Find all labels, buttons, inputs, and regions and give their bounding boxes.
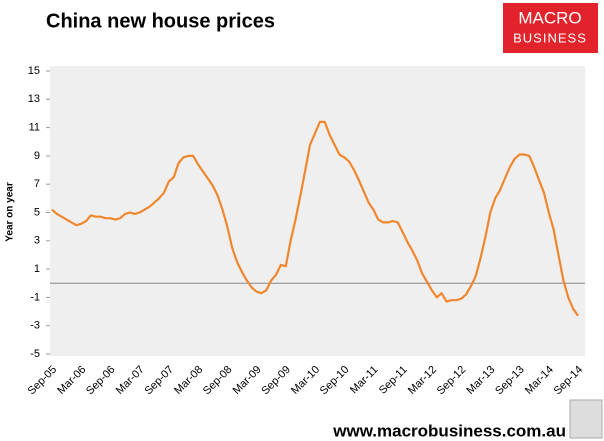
- logo-image: [569, 399, 603, 439]
- y-tick-label: 5: [34, 206, 40, 218]
- chart-title: China new house prices: [46, 10, 275, 32]
- x-tick-label: Sep-08: [201, 364, 235, 398]
- x-tick-label: Mar-13: [464, 364, 497, 397]
- x-tick-label: Sep-10: [318, 364, 352, 398]
- x-tick-label: Sep-06: [84, 364, 118, 398]
- x-tick-label: Sep-05: [26, 364, 60, 398]
- y-tick-label: 7: [34, 178, 40, 190]
- y-tick-label: 9: [34, 150, 40, 162]
- y-tick-label: -3: [30, 320, 40, 332]
- x-tick-label: Mar-10: [289, 364, 322, 397]
- x-tick-label: Mar-11: [348, 364, 381, 397]
- y-tick-label: 15: [28, 65, 40, 77]
- x-tick-label: Mar-14: [523, 364, 556, 397]
- y-tick-label: -1: [30, 291, 40, 303]
- y-tick-label: 1: [34, 263, 40, 275]
- x-tick-label: Sep-12: [435, 364, 469, 398]
- x-tick-label: Sep-09: [259, 364, 293, 398]
- y-tick-label: 11: [29, 122, 40, 134]
- y-axis-label: Year on year: [5, 182, 16, 242]
- x-tick-label: Sep-14: [552, 364, 586, 398]
- y-tick-label: 13: [28, 93, 40, 105]
- logo-top: MACRO: [518, 8, 581, 27]
- x-tick-label: Sep-11: [377, 364, 410, 397]
- x-tick-label: Sep-07: [142, 364, 176, 398]
- x-tick-label: Sep-13: [493, 364, 527, 398]
- logo-bottom: BUSINESS: [513, 30, 587, 45]
- footer: www.macrobusiness.com.au: [332, 421, 566, 440]
- y-tick-label: 3: [34, 235, 40, 247]
- x-tick-label: Mar-09: [231, 364, 264, 397]
- x-tick-label: Mar-07: [114, 364, 147, 397]
- data-line: [51, 120, 579, 317]
- x-tick-label: Mar-08: [172, 364, 205, 397]
- y-tick-label: -5: [30, 348, 40, 360]
- plot-background: [50, 66, 585, 356]
- x-tick-label: Mar-06: [55, 364, 88, 397]
- logo: [503, 3, 598, 53]
- x-tick-label: Mar-12: [406, 364, 439, 397]
